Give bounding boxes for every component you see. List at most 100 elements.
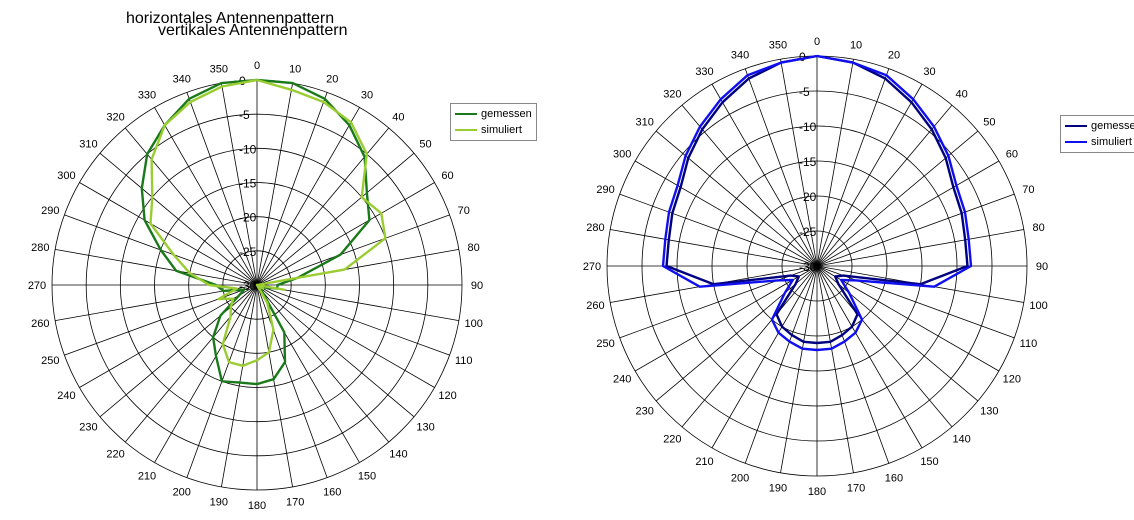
angle-tick-label: 110 <box>1020 338 1038 350</box>
angle-tick-label: 280 <box>31 242 49 254</box>
angle-tick-label: 20 <box>326 73 338 85</box>
angle-tick-label: 310 <box>635 116 653 128</box>
radial-tick-label: -15 <box>239 177 257 191</box>
angle-tick-label: 30 <box>361 89 373 101</box>
angle-tick-label: 230 <box>635 406 653 418</box>
legend-label: simuliert <box>1091 136 1132 148</box>
legend-swatch <box>455 113 477 115</box>
angle-tick-label: 70 <box>458 205 470 217</box>
angle-tick-label: 200 <box>731 472 749 484</box>
angle-tick-label: 240 <box>613 374 631 386</box>
radial-tick-label: -20 <box>799 190 817 204</box>
legend-item: simuliert <box>455 122 532 138</box>
angle-tick-label: 340 <box>731 50 749 62</box>
legend-horizontal: gemessen simuliert <box>1060 115 1134 153</box>
series-line <box>661 54 973 352</box>
angle-tick-label: 90 <box>1036 261 1048 273</box>
angle-tick-label: 40 <box>956 89 968 101</box>
radial-tick-label: 0 <box>799 50 806 64</box>
angle-tick-label: 260 <box>586 300 604 312</box>
radial-ring <box>154 182 360 388</box>
angle-tick-label: 160 <box>323 487 341 499</box>
radial-tick-label: -10 <box>239 142 257 156</box>
radial-tick-label: -20 <box>239 211 257 225</box>
angle-tick-label: 60 <box>441 170 453 182</box>
angle-tick-label: 250 <box>41 355 59 367</box>
angle-tick-label: 100 <box>464 318 482 330</box>
angle-tick-label: 320 <box>663 89 681 101</box>
radial-tick-label: -5 <box>239 108 250 122</box>
series-line <box>149 78 387 367</box>
radial-ring <box>119 147 395 423</box>
angle-tick-label: 150 <box>920 456 938 468</box>
chart-title-horizontal: horizontales Antennenpattern <box>126 10 335 27</box>
angle-tick-label: 10 <box>850 39 862 51</box>
radial-ring <box>222 250 292 320</box>
angle-tick-label: 140 <box>952 433 970 445</box>
angle-tick-label: 290 <box>596 184 614 196</box>
angle-tick-label: 170 <box>286 497 304 509</box>
legend-item: gemessen <box>1065 118 1134 134</box>
polar-chart-horizontal: 0 10 20 30 40 50 60 70 80 90 100 110 120 130 140 150 160… <box>583 36 1048 498</box>
angle-tick-label: 240 <box>57 390 75 402</box>
angle-tick-label: 250 <box>596 338 614 350</box>
series-line <box>140 78 371 386</box>
angle-tick-label: 130 <box>416 421 434 433</box>
angle-tick-label: 150 <box>358 471 376 483</box>
angle-tick-label: 130 <box>980 406 998 418</box>
angle-tick-label: 340 <box>173 73 191 85</box>
angle-tick-label: 140 <box>389 449 407 461</box>
angle-tick-label: 60 <box>1006 149 1018 161</box>
angle-tick-label: 310 <box>79 139 97 151</box>
angle-tick-label: 50 <box>419 139 431 151</box>
angle-tick-label: 270 <box>28 280 46 292</box>
angle-tick-label: 350 <box>210 63 228 75</box>
series-line <box>665 54 969 345</box>
radial-tick-label: -30 <box>799 260 817 274</box>
polar-chart-vertical: 0 10 20 30 40 50 60 70 80 90 100 110 120 130 140 150 160… <box>28 60 483 512</box>
angle-tick-label: 210 <box>695 456 713 468</box>
angle-tick-label: 270 <box>583 261 601 273</box>
angle-tick-label: 120 <box>438 390 456 402</box>
radial-ring <box>781 230 853 302</box>
radial-ring <box>85 113 429 457</box>
angle-tick-label: 180 <box>808 486 826 498</box>
angle-tick-label: 350 <box>769 39 787 51</box>
angle-tick-label: 100 <box>1029 300 1047 312</box>
legend-swatch <box>1065 141 1087 143</box>
radial-ring <box>641 90 993 442</box>
angle-tick-label: 120 <box>1003 374 1021 386</box>
angle-tick-label: 200 <box>173 487 191 499</box>
angle-tick-label: 10 <box>289 63 301 75</box>
angle-tick-label: 160 <box>885 472 903 484</box>
legend-label: gemessen <box>1091 120 1134 132</box>
angle-tick-label: 320 <box>106 111 124 123</box>
legend-swatch <box>455 129 477 131</box>
angle-tick-label: 190 <box>769 483 787 495</box>
angle-tick-label: 70 <box>1022 184 1034 196</box>
angle-tick-label: 330 <box>695 66 713 78</box>
legend-item: gemessen <box>455 106 532 122</box>
angle-tick-label: 300 <box>57 170 75 182</box>
legend-label: gemessen <box>481 108 532 120</box>
angle-tick-label: 180 <box>248 500 266 512</box>
angle-tick-label: 40 <box>392 111 404 123</box>
angle-tick-label: 210 <box>138 471 156 483</box>
angle-tick-label: 50 <box>983 116 995 128</box>
legend-label: simuliert <box>481 124 522 136</box>
angle-tick-label: 280 <box>586 222 604 234</box>
radial-ring <box>711 160 923 372</box>
angle-tick-label: 230 <box>79 421 97 433</box>
legend-vertical: gemessen simuliert <box>450 103 537 141</box>
angle-tick-label: 260 <box>31 318 49 330</box>
angle-tick-label: 0 <box>814 36 820 48</box>
radial-ring <box>676 125 958 407</box>
radial-tick-label: -25 <box>799 225 817 239</box>
radial-ring <box>746 195 888 337</box>
angle-tick-label: 330 <box>138 89 156 101</box>
angle-tick-label: 80 <box>1032 222 1044 234</box>
angle-tick-label: 170 <box>847 483 865 495</box>
chart-title-vertical: vertikales Antennenpattern <box>158 22 348 39</box>
angle-tick-label: 90 <box>471 280 483 292</box>
